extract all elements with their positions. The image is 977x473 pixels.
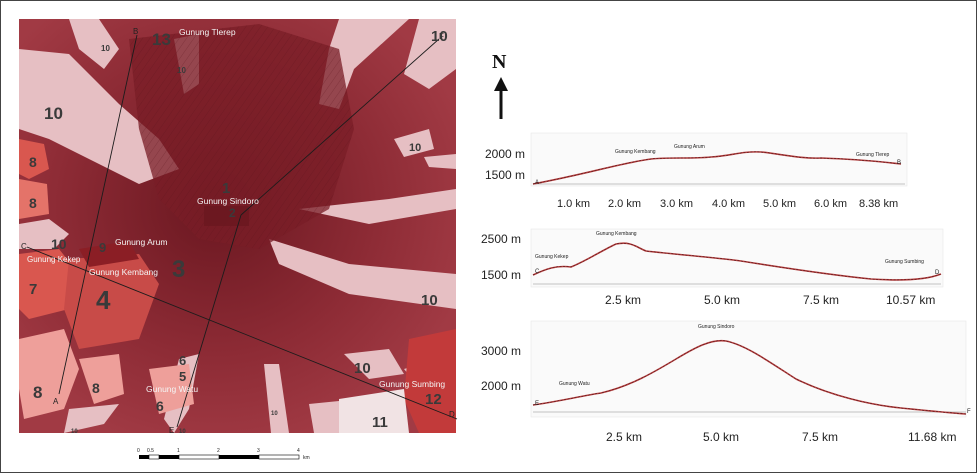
- unit-number: 10: [354, 360, 371, 377]
- unit-number: 10: [179, 429, 186, 435]
- peak-label-kembang: Gunung Kembang: [89, 267, 158, 277]
- unit-number: 12: [425, 391, 442, 408]
- unit-number: 8: [29, 154, 37, 170]
- profile-annotation: Gunung Kembang: [615, 149, 656, 155]
- unit-number: 8: [92, 380, 100, 396]
- x-tick-label: 4.0 km: [712, 198, 745, 210]
- peak-label-kekep: Gunung Kekep: [27, 255, 81, 264]
- unit-number: 10: [421, 292, 438, 309]
- summit-crater: [204, 206, 249, 226]
- profile-end-label: F: [967, 409, 971, 415]
- drainage-texture: [129, 24, 354, 249]
- older-lava-units: [19, 139, 456, 433]
- x-tick-label: 10.57 km: [886, 293, 935, 307]
- y-tick-label: 1500 m: [481, 268, 521, 282]
- scale-label: 1: [177, 448, 180, 454]
- cross-section-profiles: N 2000 m 1500 m A B 1.0 km 2.0 km 3.0 km…: [481, 51, 971, 444]
- peak-label-sumbing: Gunung Sumbing: [379, 379, 445, 389]
- profile-annotation: Gunung Kekep: [535, 254, 569, 260]
- unit-number: 5: [179, 369, 186, 384]
- profile-end-label: D: [935, 270, 940, 276]
- unit-number: 8: [29, 195, 37, 211]
- section-point-f: F: [439, 32, 444, 41]
- unit-number: 6: [179, 353, 186, 368]
- north-arrow: N: [492, 51, 508, 119]
- profile-end-label: B: [897, 160, 901, 166]
- unit-number: 7: [29, 281, 37, 298]
- profile-annotation: Gunung Sindoro: [698, 324, 735, 330]
- y-tick-label: 2000 m: [485, 147, 525, 161]
- unit-number: 2: [229, 206, 236, 220]
- profile-e-f: 3000 m 2000 m E F 2.5 km 5.0 km 7.5 km 1…: [481, 320, 971, 444]
- profile-a-b: 2000 m 1500 m A B 1.0 km 2.0 km 3.0 km 4…: [485, 132, 908, 210]
- x-tick-label: 7.5 km: [803, 293, 839, 307]
- section-point-c: C: [21, 242, 27, 251]
- section-point-labels: A B C D E F: [21, 27, 455, 435]
- y-tick-label: 3000 m: [481, 344, 521, 358]
- y-tick-label: 2500 m: [481, 232, 521, 246]
- unit-number: 10: [51, 236, 67, 252]
- unit-number: 10: [409, 142, 421, 154]
- unit-number: 6: [156, 398, 164, 414]
- unit-number: 9: [99, 240, 106, 255]
- unit-number: 10: [431, 28, 448, 45]
- peak-label-watu: Gunung Watu: [146, 384, 198, 394]
- x-tick-label: 11.68 km: [908, 430, 956, 444]
- x-tick-label: 2.5 km: [606, 430, 642, 444]
- section-point-a: A: [53, 397, 59, 406]
- x-tick-label: 1.0 km: [557, 198, 590, 210]
- cross-section-lines: [26, 34, 458, 428]
- scale-label: 0: [137, 448, 140, 454]
- x-tick-label: 2.5 km: [605, 293, 641, 307]
- profile-annotation: Gunung Arum: [674, 144, 705, 150]
- unit-number: 10: [177, 66, 186, 75]
- north-label: N: [492, 51, 507, 73]
- profile-start-label: C: [535, 269, 540, 275]
- y-tick-label: 2000 m: [481, 379, 521, 393]
- profile-annotation: Gunung Kembang: [596, 231, 637, 237]
- unit-number: 10: [71, 429, 78, 435]
- x-tick-label: 2.0 km: [608, 198, 641, 210]
- x-tick-label: 5.0 km: [703, 430, 739, 444]
- unit-number: 1: [222, 180, 230, 197]
- north-arrow-icon: [494, 77, 508, 91]
- x-tick-label: 8.38 km: [859, 198, 898, 210]
- unit-number: 10: [44, 104, 63, 123]
- profile-annotation: Gunung Sumbing: [885, 259, 924, 265]
- unit-number: 3: [172, 256, 185, 283]
- profile-annotation: Gunung Tlerep: [856, 152, 889, 158]
- profile-start-label: E: [535, 401, 539, 407]
- peak-label-sindoro: Gunung Sindoro: [197, 196, 259, 206]
- peak-label-tlerep: Gunung Tlerep: [179, 27, 236, 37]
- x-tick-label: 3.0 km: [660, 198, 693, 210]
- peak-labels: Gunung Tlerep Gunung Sindoro Gunung Arum…: [27, 27, 445, 394]
- unit-number: 13: [152, 30, 171, 49]
- x-tick-label: 6.0 km: [814, 198, 847, 210]
- y-tick-label: 1500 m: [485, 168, 525, 182]
- profile-c-d: 2500 m 1500 m C D 2.5 km 5.0 km 7.5 km 1…: [481, 228, 944, 307]
- section-point-d: D: [449, 410, 455, 419]
- section-point-b: B: [133, 27, 138, 36]
- x-tick-label: 7.5 km: [802, 430, 838, 444]
- unit-number: 4: [96, 285, 111, 315]
- x-tick-label: 5.0 km: [704, 293, 740, 307]
- scale-label: 3: [257, 448, 260, 454]
- section-point-e: E: [169, 426, 174, 435]
- geologic-map: A B C D E F Gunung Tlerep Gunung Sindoro…: [9, 9, 466, 471]
- x-tick-label: 5.0 km: [763, 198, 796, 210]
- peak-label-arum: Gunung Arum: [115, 237, 167, 247]
- scale-label: 0.5: [147, 448, 154, 454]
- profile-annotation: Gunung Watu: [559, 381, 590, 387]
- scale-unit: km: [303, 455, 310, 461]
- unit-number: 10: [271, 411, 278, 417]
- unit-numbers: 1 2 3 4 5 6 6 6 7 8 8 8 8 9 10 10 10 10 …: [29, 28, 448, 435]
- scale-label: 4: [297, 448, 300, 454]
- unit-number: 10: [101, 44, 110, 53]
- unit-number: 8: [33, 383, 42, 402]
- scale-label: 2: [217, 448, 220, 454]
- unit-number: 11: [372, 414, 388, 431]
- profile-start-label: A: [535, 180, 539, 186]
- scale-bar: 0 0.5 1 2 3 4 km: [137, 448, 310, 461]
